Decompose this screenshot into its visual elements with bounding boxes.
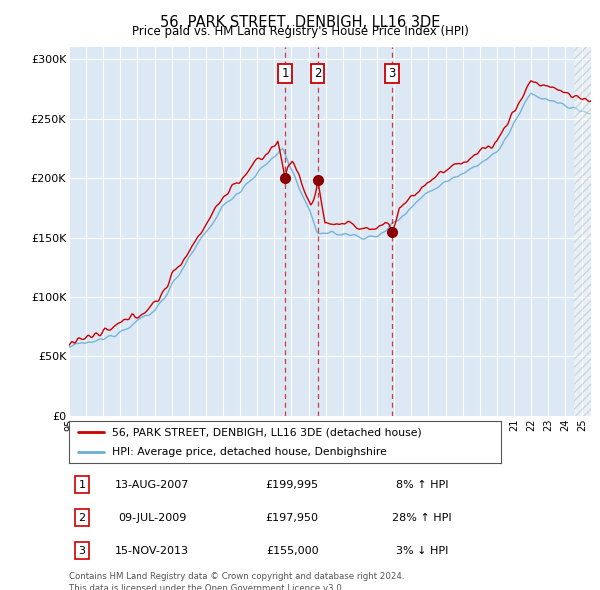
Text: 09-JUL-2009: 09-JUL-2009: [118, 513, 186, 523]
Text: Price paid vs. HM Land Registry's House Price Index (HPI): Price paid vs. HM Land Registry's House …: [131, 25, 469, 38]
Text: HPI: Average price, detached house, Denbighshire: HPI: Average price, detached house, Denb…: [112, 447, 387, 457]
Text: £197,950: £197,950: [266, 513, 319, 523]
Text: 2: 2: [314, 67, 321, 80]
Text: This data is licensed under the Open Government Licence v3.0.: This data is licensed under the Open Gov…: [69, 584, 344, 590]
Text: 1: 1: [79, 480, 85, 490]
Text: 15-NOV-2013: 15-NOV-2013: [115, 546, 189, 556]
Text: £155,000: £155,000: [266, 546, 319, 556]
Text: 56, PARK STREET, DENBIGH, LL16 3DE: 56, PARK STREET, DENBIGH, LL16 3DE: [160, 15, 440, 30]
Bar: [574, 47, 599, 416]
Text: 8% ↑ HPI: 8% ↑ HPI: [395, 480, 448, 490]
Text: 3: 3: [79, 546, 85, 556]
Text: 2: 2: [79, 513, 86, 523]
Text: 1: 1: [281, 67, 289, 80]
Text: 3: 3: [388, 67, 395, 80]
Text: 28% ↑ HPI: 28% ↑ HPI: [392, 513, 452, 523]
Text: 13-AUG-2007: 13-AUG-2007: [115, 480, 189, 490]
Text: £199,995: £199,995: [266, 480, 319, 490]
Text: 56, PARK STREET, DENBIGH, LL16 3DE (detached house): 56, PARK STREET, DENBIGH, LL16 3DE (deta…: [112, 427, 422, 437]
Text: Contains HM Land Registry data © Crown copyright and database right 2024.: Contains HM Land Registry data © Crown c…: [69, 572, 404, 581]
Text: 3% ↓ HPI: 3% ↓ HPI: [396, 546, 448, 556]
